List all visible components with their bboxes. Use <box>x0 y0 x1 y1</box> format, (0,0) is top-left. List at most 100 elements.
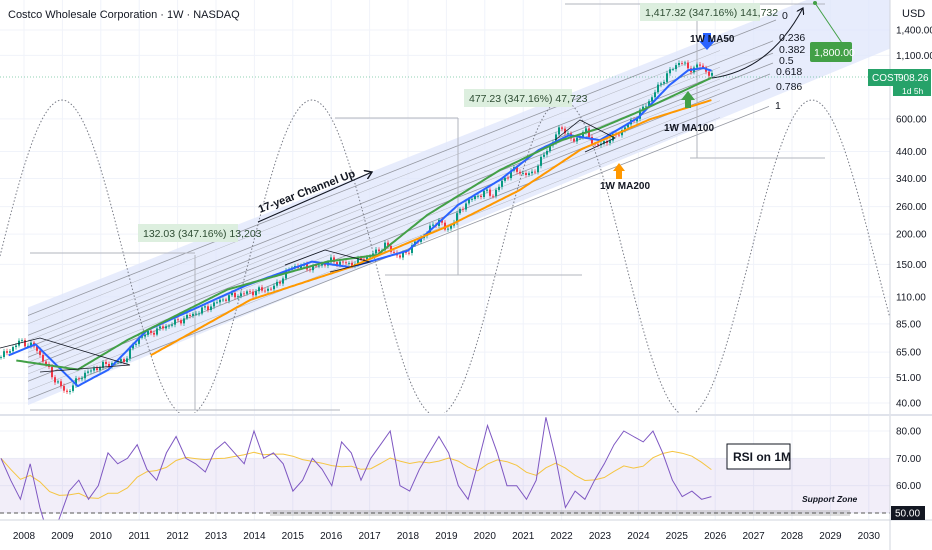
candle-body <box>129 348 131 359</box>
candle <box>219 297 221 305</box>
candle <box>177 317 179 323</box>
candle <box>390 243 392 254</box>
candle <box>660 81 662 88</box>
candle-body <box>87 371 89 373</box>
candle-body <box>618 134 620 136</box>
candle-body <box>96 368 98 371</box>
time-axis[interactable]: 2008 2009 2010 2011 2012 2013 2014 2015 2016 2017… <box>13 531 880 542</box>
candle <box>654 89 656 100</box>
candle <box>102 359 104 370</box>
candle <box>258 285 260 294</box>
candle <box>51 364 53 380</box>
candle-body <box>450 225 452 229</box>
candle-body <box>666 73 668 82</box>
candle-body <box>357 257 359 264</box>
candle-body <box>120 359 122 362</box>
candle <box>207 303 209 313</box>
candle-body <box>564 128 566 134</box>
candle <box>156 326 158 337</box>
candle <box>12 345 14 354</box>
candle <box>684 60 686 66</box>
candle <box>84 370 86 381</box>
candle <box>72 382 74 393</box>
price-tick: 51.00 <box>896 373 921 384</box>
candle <box>54 375 56 386</box>
candle-body <box>675 65 677 70</box>
year-tick: 2022 <box>550 531 573 542</box>
year-tick: 2011 <box>128 531 150 542</box>
measurements: 132.03 (347.16%) 13,203 477.23 (347.16%) … <box>30 3 825 411</box>
candle-body <box>312 265 314 271</box>
candle-body <box>360 257 362 260</box>
candle-body <box>51 367 53 378</box>
candle-body <box>555 134 557 143</box>
fib-label: 0.382 <box>779 44 805 56</box>
candle-body <box>672 69 674 70</box>
candle-body <box>282 278 284 284</box>
candle-body <box>711 73 713 76</box>
price-tick: 200.00 <box>896 230 927 241</box>
candle-body <box>669 69 671 74</box>
candle-body <box>159 326 161 329</box>
candle-body <box>465 203 467 210</box>
candle-body <box>174 319 176 325</box>
candle <box>0 355 2 360</box>
candle <box>57 379 59 385</box>
candle <box>96 365 98 373</box>
rsi-line <box>0 417 712 520</box>
ma200-label: 1W MA200 <box>600 181 650 192</box>
candle <box>309 266 311 273</box>
candle-body <box>444 222 446 230</box>
candle-body <box>261 287 263 291</box>
candle-body <box>234 292 236 298</box>
candle-body <box>447 228 449 230</box>
candle-body <box>507 177 509 179</box>
candle-body <box>30 342 32 346</box>
candle <box>270 286 272 291</box>
candle-body <box>78 378 80 380</box>
price-axis[interactable]: 1,400.00 1,100.00 600.00 440.00 340.00 260.00… <box>891 26 932 520</box>
candle <box>573 136 575 144</box>
candle-body <box>567 133 569 135</box>
candle <box>198 311 200 317</box>
rsi-lines <box>0 417 712 520</box>
candle-body <box>336 262 338 265</box>
fib-label: 0 <box>782 10 788 22</box>
candle-body <box>15 345 17 348</box>
candle-body <box>183 318 185 324</box>
candle-body <box>213 302 215 307</box>
year-tick: 2024 <box>627 531 650 542</box>
candle-body <box>390 245 392 252</box>
candle <box>609 138 611 146</box>
last-price: 908.26 <box>898 73 929 84</box>
candle <box>687 60 689 70</box>
candle-body <box>678 63 680 66</box>
candle <box>540 154 542 169</box>
arrow-up-icon <box>613 163 625 179</box>
candle <box>264 288 266 294</box>
candle-body <box>216 302 218 304</box>
candle <box>168 324 170 329</box>
candle-body <box>684 62 686 64</box>
candle <box>537 164 539 175</box>
candle-body <box>192 313 194 316</box>
price-tick: 600.00 <box>896 114 927 125</box>
candle-body <box>108 363 110 367</box>
candle-body <box>267 288 269 291</box>
candle-body <box>480 195 482 198</box>
currency-label[interactable]: USD <box>902 8 925 20</box>
target-price: 1,800.00 <box>814 47 855 59</box>
bar-countdown: 1d 5h <box>902 86 924 96</box>
candle-body <box>93 368 95 371</box>
candle-body <box>654 92 656 98</box>
candle <box>678 60 680 68</box>
candle <box>240 290 242 299</box>
candle-body <box>195 313 197 315</box>
candle-body <box>153 332 155 335</box>
candle <box>675 62 677 72</box>
candle-body <box>339 261 341 265</box>
rsi-title: RSI on 1M <box>733 450 791 464</box>
candle-body <box>489 189 491 196</box>
candle <box>87 369 89 375</box>
